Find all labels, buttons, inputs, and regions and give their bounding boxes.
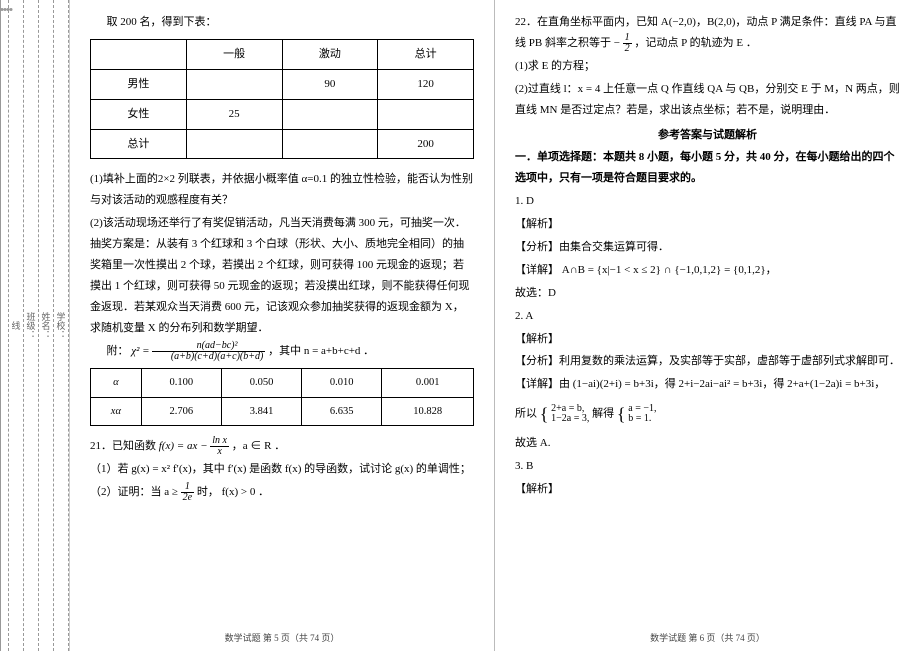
q21-2: （2）证明：当 a ≥ 1 2e 时， f(x) > 0 ． xyxy=(90,482,474,503)
a2-detail: 【详解】由 (1−ai)(2+i) = b+3i，得 2+i−2ai−ai² =… xyxy=(515,374,900,395)
q21-fx: f(x) = ax − xyxy=(159,440,208,452)
formula-prefix: 附： xyxy=(107,345,129,357)
sol-pre: 解得 xyxy=(592,408,614,420)
td: 10.828 xyxy=(382,397,474,426)
td: 90 xyxy=(282,69,378,99)
q22-1: (1)求 E 的方程； xyxy=(515,56,900,77)
q21-1: （1）若 g(x) = x² f′(x)，其中 f′(x) 是函数 f(x) 的… xyxy=(90,459,474,480)
binding-col: 线 xyxy=(9,0,24,651)
q22-frac: 1 2 xyxy=(623,33,632,54)
binding-col: 学校： xyxy=(54,0,69,651)
frac-num: n(ad−bc)² xyxy=(152,341,265,352)
td xyxy=(186,129,282,159)
td: 3.841 xyxy=(221,397,301,426)
td: 女性 xyxy=(91,99,187,129)
a1-so: 故选：D xyxy=(515,283,900,304)
eq2: 1−2a = 3, xyxy=(551,414,589,424)
question-1: (1)填补上面的2×2 列联表，并依据小概率值 α=0.1 的独立性检验，能否认… xyxy=(90,169,474,211)
binding-margin: 线 班级： 姓名： 学校： xyxy=(0,0,70,651)
q21-suffix: ，a ∈ R ． xyxy=(232,440,285,452)
page-5: 取 200 名，得到下表： 一般 激动 总计 男性 90 120 女性 25 总… xyxy=(70,0,495,651)
frac-den: 2e xyxy=(181,493,194,503)
a2-fenxi: 【分析】利用复数的乘法运算，及实部等于实部，虚部等于虚部列式求解即可． xyxy=(515,351,900,372)
td: 120 xyxy=(378,69,474,99)
page-footer: 数学试题 第 6 页（共 74 页） xyxy=(495,630,920,647)
td: 6.635 xyxy=(302,397,382,426)
intro-text: 取 200 名，得到下表： xyxy=(90,12,474,33)
td xyxy=(186,69,282,99)
sys-eqs: 2+a = b, 1−2a = 3, xyxy=(551,404,589,424)
th xyxy=(91,39,187,69)
page-6: 22．在直角坐标平面内，已知 A(−2,0)，B(2,0)，动点 P 满足条件：… xyxy=(495,0,920,651)
a2-so: 故选 A. xyxy=(515,433,900,454)
td: 男性 xyxy=(91,69,187,99)
pages: 取 200 名，得到下表： 一般 激动 总计 男性 90 120 女性 25 总… xyxy=(70,0,920,651)
q21: 21．已知函数 f(x) = ax − ln x x ，a ∈ R ． xyxy=(90,436,474,457)
td xyxy=(282,129,378,159)
td: xα xyxy=(91,397,142,426)
chi-frac: n(ad−bc)² (a+b)(c+d)(a+c)(b+d) xyxy=(152,341,265,362)
a2-system: 所以 { 2+a = b, 1−2a = 3, 解得 { a = −1, b =… xyxy=(515,397,900,431)
q21-frac: ln x x xyxy=(210,436,229,457)
binding-col xyxy=(0,0,9,651)
td: 2.706 xyxy=(141,397,221,426)
contingency-table: 一般 激动 总计 男性 90 120 女性 25 总计 200 xyxy=(90,39,474,160)
th: 总计 xyxy=(378,39,474,69)
a1-fenxi: 【分析】由集合交集运算可得． xyxy=(515,237,900,258)
td: 0.050 xyxy=(221,368,301,397)
td: 25 xyxy=(186,99,282,129)
formula-suffix: ，其中 n = a+b+c+d ． xyxy=(268,345,374,357)
chi-formula: 附： χ² = n(ad−bc)² (a+b)(c+d)(a+c)(b+d) ，… xyxy=(90,341,474,362)
td: α xyxy=(91,368,142,397)
td xyxy=(282,99,378,129)
binding-label: 线 xyxy=(10,321,23,330)
answer-1: 1. D xyxy=(515,191,900,212)
binding-label: 姓名： xyxy=(40,312,53,339)
q21-2-suf: 时， f(x) > 0 ． xyxy=(197,486,269,498)
q22-2: (2)过直线 l：x = 4 上任意一点 Q 作直线 QA 与 QB，分别交 E… xyxy=(515,79,900,121)
td: 200 xyxy=(378,129,474,159)
td: 0.010 xyxy=(302,368,382,397)
th: 激动 xyxy=(282,39,378,69)
page-footer: 数学试题 第 5 页（共 74 页） xyxy=(70,630,494,647)
binding-label: 班级： xyxy=(25,312,38,339)
q21-2-pre: （2）证明：当 a ≥ xyxy=(90,486,178,498)
td: 0.001 xyxy=(382,368,474,397)
frac-den: 2 xyxy=(623,44,632,54)
th: 一般 xyxy=(186,39,282,69)
jiexi: 【解析】 xyxy=(515,329,900,350)
question-2: (2)该活动现场还举行了有奖促销活动，凡当天消费每满 300 元，可抽奖一次．抽… xyxy=(90,213,474,338)
td: 0.100 xyxy=(141,368,221,397)
td xyxy=(378,99,474,129)
chi2: χ² = xyxy=(131,345,149,357)
q22-suffix: ，记动点 P 的轨迹为 E ． xyxy=(634,37,756,49)
binding-col: 姓名： xyxy=(39,0,54,651)
td: 总计 xyxy=(91,129,187,159)
sys-pre: 所以 xyxy=(515,408,537,420)
binding-label: 学校： xyxy=(55,312,68,339)
frac-den: (a+b)(c+d)(a+c)(b+d) xyxy=(152,352,265,362)
answer-3: 3. B xyxy=(515,456,900,477)
q22: 22．在直角坐标平面内，已知 A(−2,0)，B(2,0)，动点 P 满足条件：… xyxy=(515,12,900,54)
a1-detail: 【详解】 A∩B = {x|−1 < x ≤ 2} ∩ {−1,0,1,2} =… xyxy=(515,260,900,281)
sol-eqs: a = −1, b = 1. xyxy=(628,404,656,424)
binding-col: 班级： xyxy=(24,0,39,651)
q21-2-frac: 1 2e xyxy=(181,482,194,503)
answers-title: 参考答案与试题解析 xyxy=(515,125,900,146)
jiexi: 【解析】 xyxy=(515,479,900,500)
frac-den: x xyxy=(210,447,229,457)
q21-title: 21．已知函数 xyxy=(90,440,156,452)
answer-2: 2. A xyxy=(515,306,900,327)
section-1: 一．单项选择题：本题共 8 小题，每小题 5 分，共 40 分，在每小题给出的四… xyxy=(515,147,900,189)
sol2: b = 1. xyxy=(628,414,656,424)
alpha-table: α 0.100 0.050 0.010 0.001 xα 2.706 3.841… xyxy=(90,368,474,427)
jiexi: 【解析】 xyxy=(515,214,900,235)
